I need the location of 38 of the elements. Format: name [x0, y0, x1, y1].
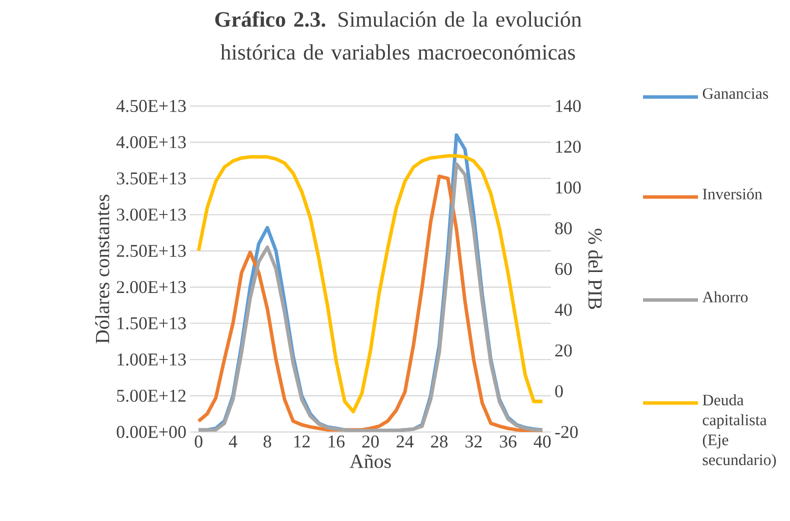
y-tick-label: 0.00E+00 [116, 426, 186, 438]
y2-axis-title: % del PIB [588, 228, 602, 309]
y2-tick-label: 140 [556, 100, 581, 112]
x-tick-label: 32 [466, 436, 482, 448]
legend-label: Deuda capitalista (Eje secundario) [702, 394, 776, 468]
x-tick-label: 20 [362, 436, 379, 448]
y-tick-label: 3.00E+13 [116, 208, 186, 221]
y-tick-label: 4.00E+13 [116, 136, 186, 148]
y-tick-label: 2.00E+13 [116, 281, 186, 294]
y2-tick-label: 100 [556, 181, 581, 194]
legend-label: Ahorro [702, 291, 748, 302]
legend-label: Inversión [702, 188, 762, 200]
x-tick-label: 40 [534, 436, 551, 448]
x-tick-label: 4 [228, 436, 238, 448]
y2-tick-label: 120 [556, 140, 581, 153]
y2-tick-label: 20 [555, 344, 572, 357]
chart-title: Gráfico 2.3. Simulación de la evolución histórica de variables macroeconómicas [215, 11, 582, 60]
y-tick-label: 2.50E+13 [116, 244, 186, 257]
y2-tick-label: -20 [555, 426, 578, 438]
x-tick-label: 0 [194, 436, 202, 448]
legend-label: Ganancias [702, 88, 768, 99]
x-tick-label: 24 [396, 436, 414, 448]
y-tick-label: 3.50E+13 [116, 172, 186, 185]
y-tick-label: 4.50E+13 [116, 100, 186, 112]
x-tick-label: 8 [264, 436, 272, 448]
y-tick-label: 1.00E+13 [118, 353, 186, 366]
y2-tick-label: 40 [554, 304, 572, 316]
y-axis-title: Dólares constantes [95, 194, 110, 344]
y-tick-label: 1.50E+13 [118, 317, 186, 330]
x-axis-title: Años [350, 454, 391, 468]
x-tick-label: 12 [294, 436, 310, 448]
x-tick-label: 28 [431, 436, 448, 448]
y2-tick-label: 60 [555, 262, 572, 276]
x-tick-label: 36 [500, 436, 516, 448]
y2-tick-label: 80 [555, 222, 572, 234]
x-tick-label: 16 [328, 436, 345, 448]
y-tick-label: 5.00E+12 [117, 390, 186, 402]
y2-tick-label: 0 [555, 385, 563, 398]
